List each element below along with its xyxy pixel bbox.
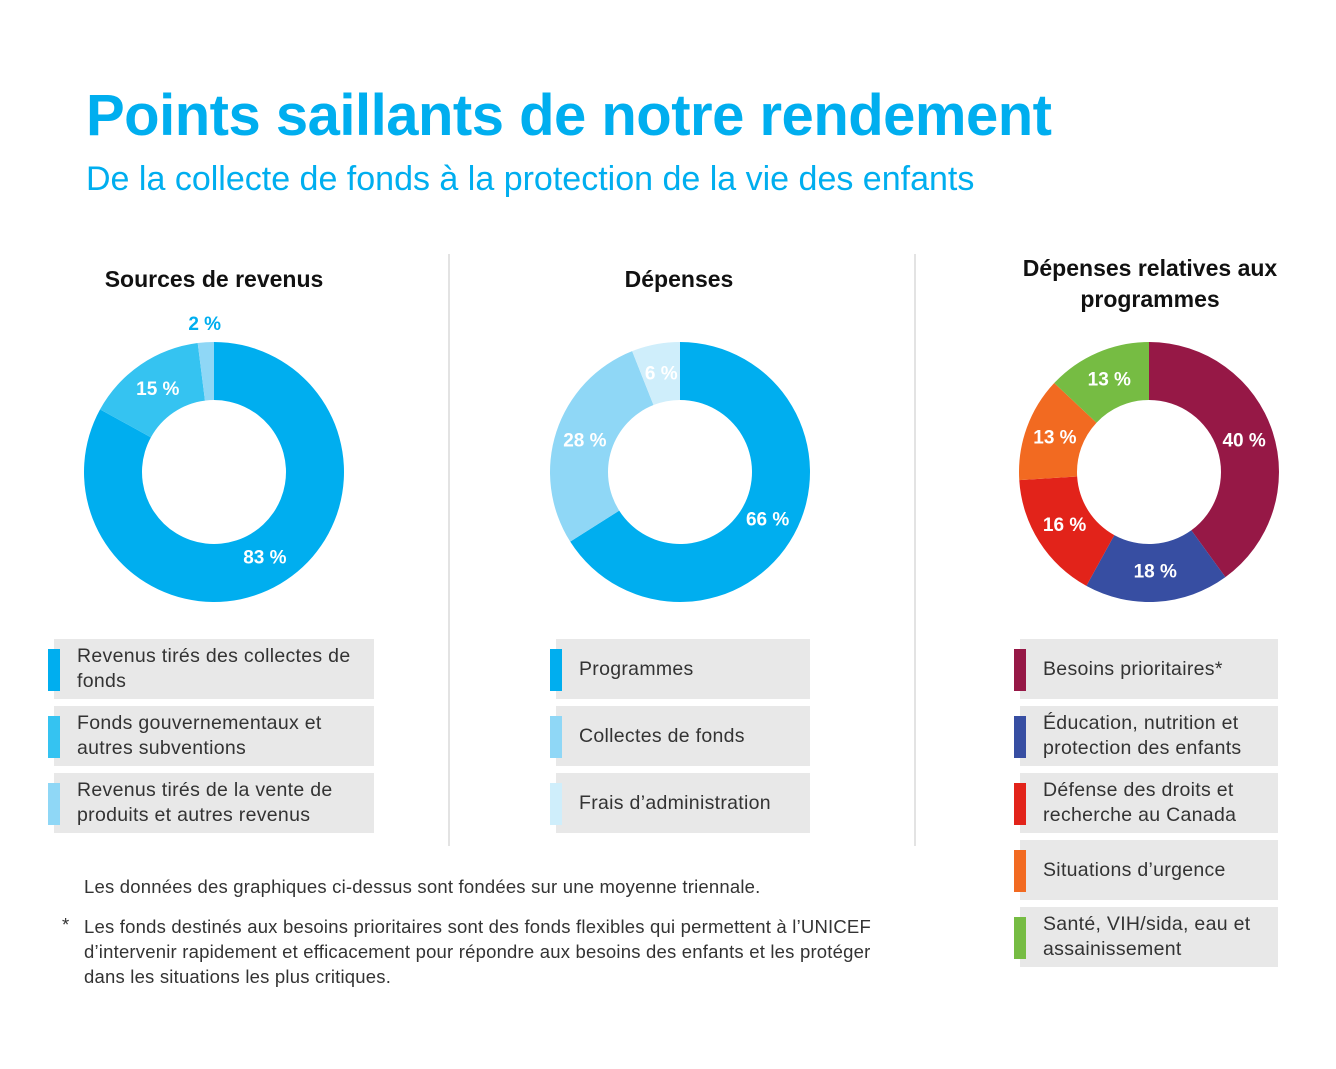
legend-item: Revenus tirés de la vente de produits et… — [48, 773, 374, 833]
footnote-triennial: Les données des graphiques ci-dessus son… — [84, 876, 761, 897]
legend-item: Besoins prioritaires* — [1014, 639, 1278, 699]
legend-item: Situations d’urgence — [1014, 840, 1278, 900]
donut-segment — [1086, 530, 1226, 602]
column-divider — [448, 254, 450, 846]
segment-label: 16 % — [1043, 515, 1086, 536]
programs-legend: Besoins prioritaires* Éducation, nutritio… — [1014, 639, 1278, 974]
legend-swatch — [1014, 649, 1026, 691]
legend-item: Programmes — [550, 639, 810, 699]
legend-label: Besoins prioritaires* — [1043, 657, 1223, 680]
legend-item: Défense des droits et recherche au Canad… — [1014, 773, 1278, 833]
revenue-donut-chart: 83 % 15 % 2 % — [83, 314, 344, 602]
chart-title-programs: Dépenses relatives aux programmes — [1022, 255, 1278, 312]
column-divider — [914, 254, 916, 846]
programs-donut-chart: 40 % 18 % 16 % 13 % 13 % — [1019, 342, 1279, 602]
legend-label: Revenus tirés de la vente de produits et… — [77, 779, 333, 826]
donut-segment — [550, 351, 654, 542]
legend-label: Situations d’urgence — [1043, 858, 1226, 881]
segment-label: 40 % — [1222, 431, 1265, 452]
legend-item: Santé, VIH/sida, eau et assainissement — [1014, 907, 1278, 967]
footnote-asterisk: * — [62, 914, 70, 935]
legend-label: Éducation, nutrition et protection des e… — [1043, 712, 1242, 759]
segment-label: 2 % — [188, 314, 221, 335]
legend-label: Santé, VIH/sida, eau et assainissement — [1043, 913, 1251, 960]
segment-label: 13 % — [1033, 428, 1076, 449]
legend-swatch — [1014, 850, 1026, 892]
donut-segment — [197, 342, 214, 401]
segment-label: 18 % — [1134, 561, 1177, 582]
revenue-legend: Revenus tirés des collectes de fonds Fond… — [48, 639, 374, 840]
segment-label: 83 % — [243, 548, 286, 569]
legend-label: Défense des droits et recherche au Canad… — [1043, 779, 1237, 826]
donut-segment — [1019, 476, 1115, 586]
donut-segment — [632, 342, 680, 406]
page-title: Points saillants de notre rendement — [86, 83, 1052, 148]
legend-swatch — [1014, 917, 1026, 959]
legend-swatch — [550, 716, 562, 758]
expenses-donut-chart: 66 % 28 % 6 % — [550, 342, 810, 602]
legend-label: Revenus tirés des collectes de fonds — [77, 645, 351, 692]
legend-swatch — [1014, 783, 1026, 825]
segment-label: 13 % — [1088, 370, 1131, 391]
legend-swatch — [550, 783, 562, 825]
donut-segment — [1019, 383, 1097, 481]
legend-item: Frais d’administration — [550, 773, 810, 833]
footnote-priority-needs: Les fonds destinés aux besoins prioritai… — [84, 916, 871, 987]
legend-item: Fonds gouvernementaux et autres subventi… — [48, 706, 374, 766]
legend-swatch — [48, 783, 60, 825]
legend-swatch — [48, 716, 60, 758]
legend-swatch — [550, 649, 562, 691]
donut-segment — [1149, 342, 1279, 578]
chart-title-expenses: Dépenses — [624, 266, 734, 292]
donut-segment — [83, 342, 344, 602]
legend-label: Collectes de fonds — [579, 724, 745, 747]
legend-item: Éducation, nutrition et protection des e… — [1014, 706, 1278, 766]
donut-segment — [1054, 342, 1149, 423]
segment-label: 28 % — [563, 431, 606, 452]
legend-label: Programmes — [579, 657, 694, 680]
page-subtitle: De la collecte de fonds à la protection … — [86, 160, 975, 198]
legend-label: Frais d’administration — [579, 791, 771, 814]
legend-label: Fonds gouvernementaux et autres subventi… — [77, 712, 322, 759]
segment-label: 15 % — [136, 379, 179, 400]
legend-item: Collectes de fonds — [550, 706, 810, 766]
donut-segment — [570, 342, 810, 602]
segment-label: 66 % — [746, 510, 789, 531]
donut-segment — [100, 343, 205, 438]
legend-item: Revenus tirés des collectes de fonds — [48, 639, 374, 699]
legend-swatch — [48, 649, 60, 691]
segment-label: 6 % — [645, 363, 678, 384]
chart-title-revenue: Sources de revenus — [104, 266, 324, 292]
legend-swatch — [1014, 716, 1026, 758]
expenses-legend: Programmes Collectes de fonds Frais d’admi… — [550, 639, 810, 840]
